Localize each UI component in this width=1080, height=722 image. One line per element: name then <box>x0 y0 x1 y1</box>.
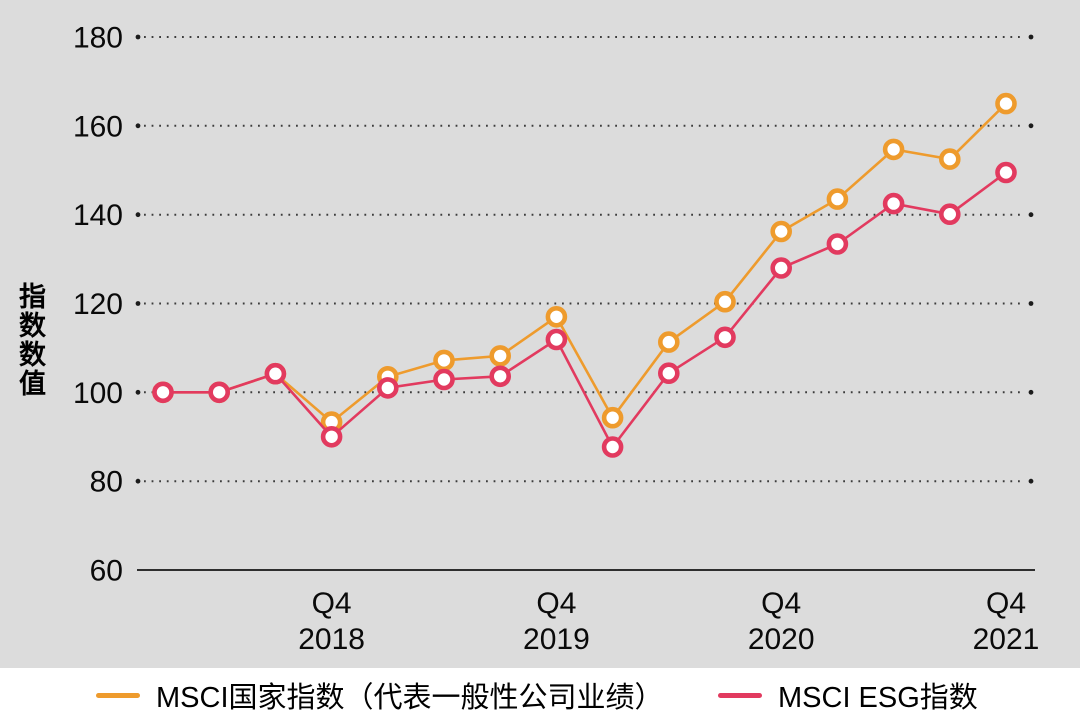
gridline-end-dot <box>1028 301 1034 306</box>
y-tick-label: 60 <box>90 555 123 588</box>
data-point-marker <box>938 203 961 225</box>
chart-canvas: 1801601401201008060Q42018Q42019Q42020Q42… <box>73 22 1040 657</box>
data-point-marker <box>208 381 230 404</box>
data-point-marker <box>320 425 343 448</box>
data-point-marker <box>601 406 624 429</box>
data-point-marker <box>545 328 568 351</box>
data-point-marker <box>545 305 568 328</box>
y-tick-label: 120 <box>73 288 123 321</box>
x-tick-label-year: 2021 <box>973 623 1040 656</box>
x-tick-label-year: 2020 <box>748 623 815 656</box>
data-point-marker <box>657 331 680 353</box>
gridline-end-dot <box>135 301 141 306</box>
chart-plot-area: 180 160 140 120 100 80 60 Q4 2018 Q4 2019 Q4 2020 Q4 2… <box>0 0 1080 668</box>
x-tick-label-quarter: Q4 <box>761 587 801 620</box>
data-point-marker <box>882 192 905 215</box>
data-point-marker <box>376 377 399 399</box>
chart-legend: MSCI国家指数（代表一般性公司业绩） MSCI ESG指数 <box>0 668 1080 722</box>
y-tick-label: 80 <box>90 466 123 499</box>
legend-item-esg-index: MSCI ESG指数 <box>718 668 978 722</box>
gridline-end-dot <box>1028 389 1034 395</box>
gridline-end-dot <box>135 389 141 395</box>
data-point-marker <box>433 368 455 391</box>
data-point-marker <box>714 290 736 313</box>
gridline-end-dot <box>1028 212 1034 218</box>
x-tick-label-quarter: Q4 <box>312 587 352 620</box>
data-point-marker <box>882 138 905 161</box>
gridline-end-dot <box>135 478 141 484</box>
gridline-end-dot <box>1028 123 1034 129</box>
legend-swatch-esg-index <box>718 692 762 698</box>
series-line-0 <box>163 102 1007 424</box>
gridline-end-dot <box>135 123 141 129</box>
data-point-marker <box>152 381 174 404</box>
data-point-marker <box>995 92 1017 115</box>
data-point-marker <box>826 233 849 255</box>
data-point-marker <box>770 257 793 279</box>
data-point-marker <box>264 362 287 385</box>
data-point-marker <box>489 345 512 367</box>
data-point-marker <box>714 326 736 349</box>
y-tick-label: 180 <box>73 22 123 55</box>
legend-swatch-country-index <box>96 692 140 698</box>
data-point-marker <box>995 161 1017 184</box>
gridline-end-dot <box>135 212 141 218</box>
data-point-marker <box>938 148 961 170</box>
y-axis-title: 指数数值 <box>15 282 45 398</box>
data-point-marker <box>489 365 512 388</box>
x-tick-label-quarter: Q4 <box>986 587 1026 620</box>
data-point-marker <box>657 362 680 385</box>
series-line-1 <box>163 171 1007 450</box>
y-tick-label: 100 <box>73 377 123 410</box>
data-point-marker <box>826 188 849 210</box>
gridline-end-dot <box>1028 478 1034 484</box>
data-point-marker <box>433 349 455 372</box>
data-point-marker <box>601 436 624 458</box>
x-tick-label-year: 2019 <box>523 623 590 656</box>
legend-label-esg-index: MSCI ESG指数 <box>778 682 978 714</box>
y-tick-label: 160 <box>73 110 123 143</box>
gridline-end-dot <box>135 34 141 40</box>
gridline-end-dot <box>1028 34 1034 40</box>
y-tick-label: 140 <box>73 199 123 232</box>
x-tick-label-quarter: Q4 <box>536 587 576 620</box>
data-point-marker <box>770 220 793 243</box>
x-tick-label-year: 2018 <box>298 623 365 656</box>
legend-item-country-index: MSCI国家指数（代表一般性公司业绩） <box>96 668 664 722</box>
legend-label-country-index: MSCI国家指数（代表一般性公司业绩） <box>156 682 664 714</box>
